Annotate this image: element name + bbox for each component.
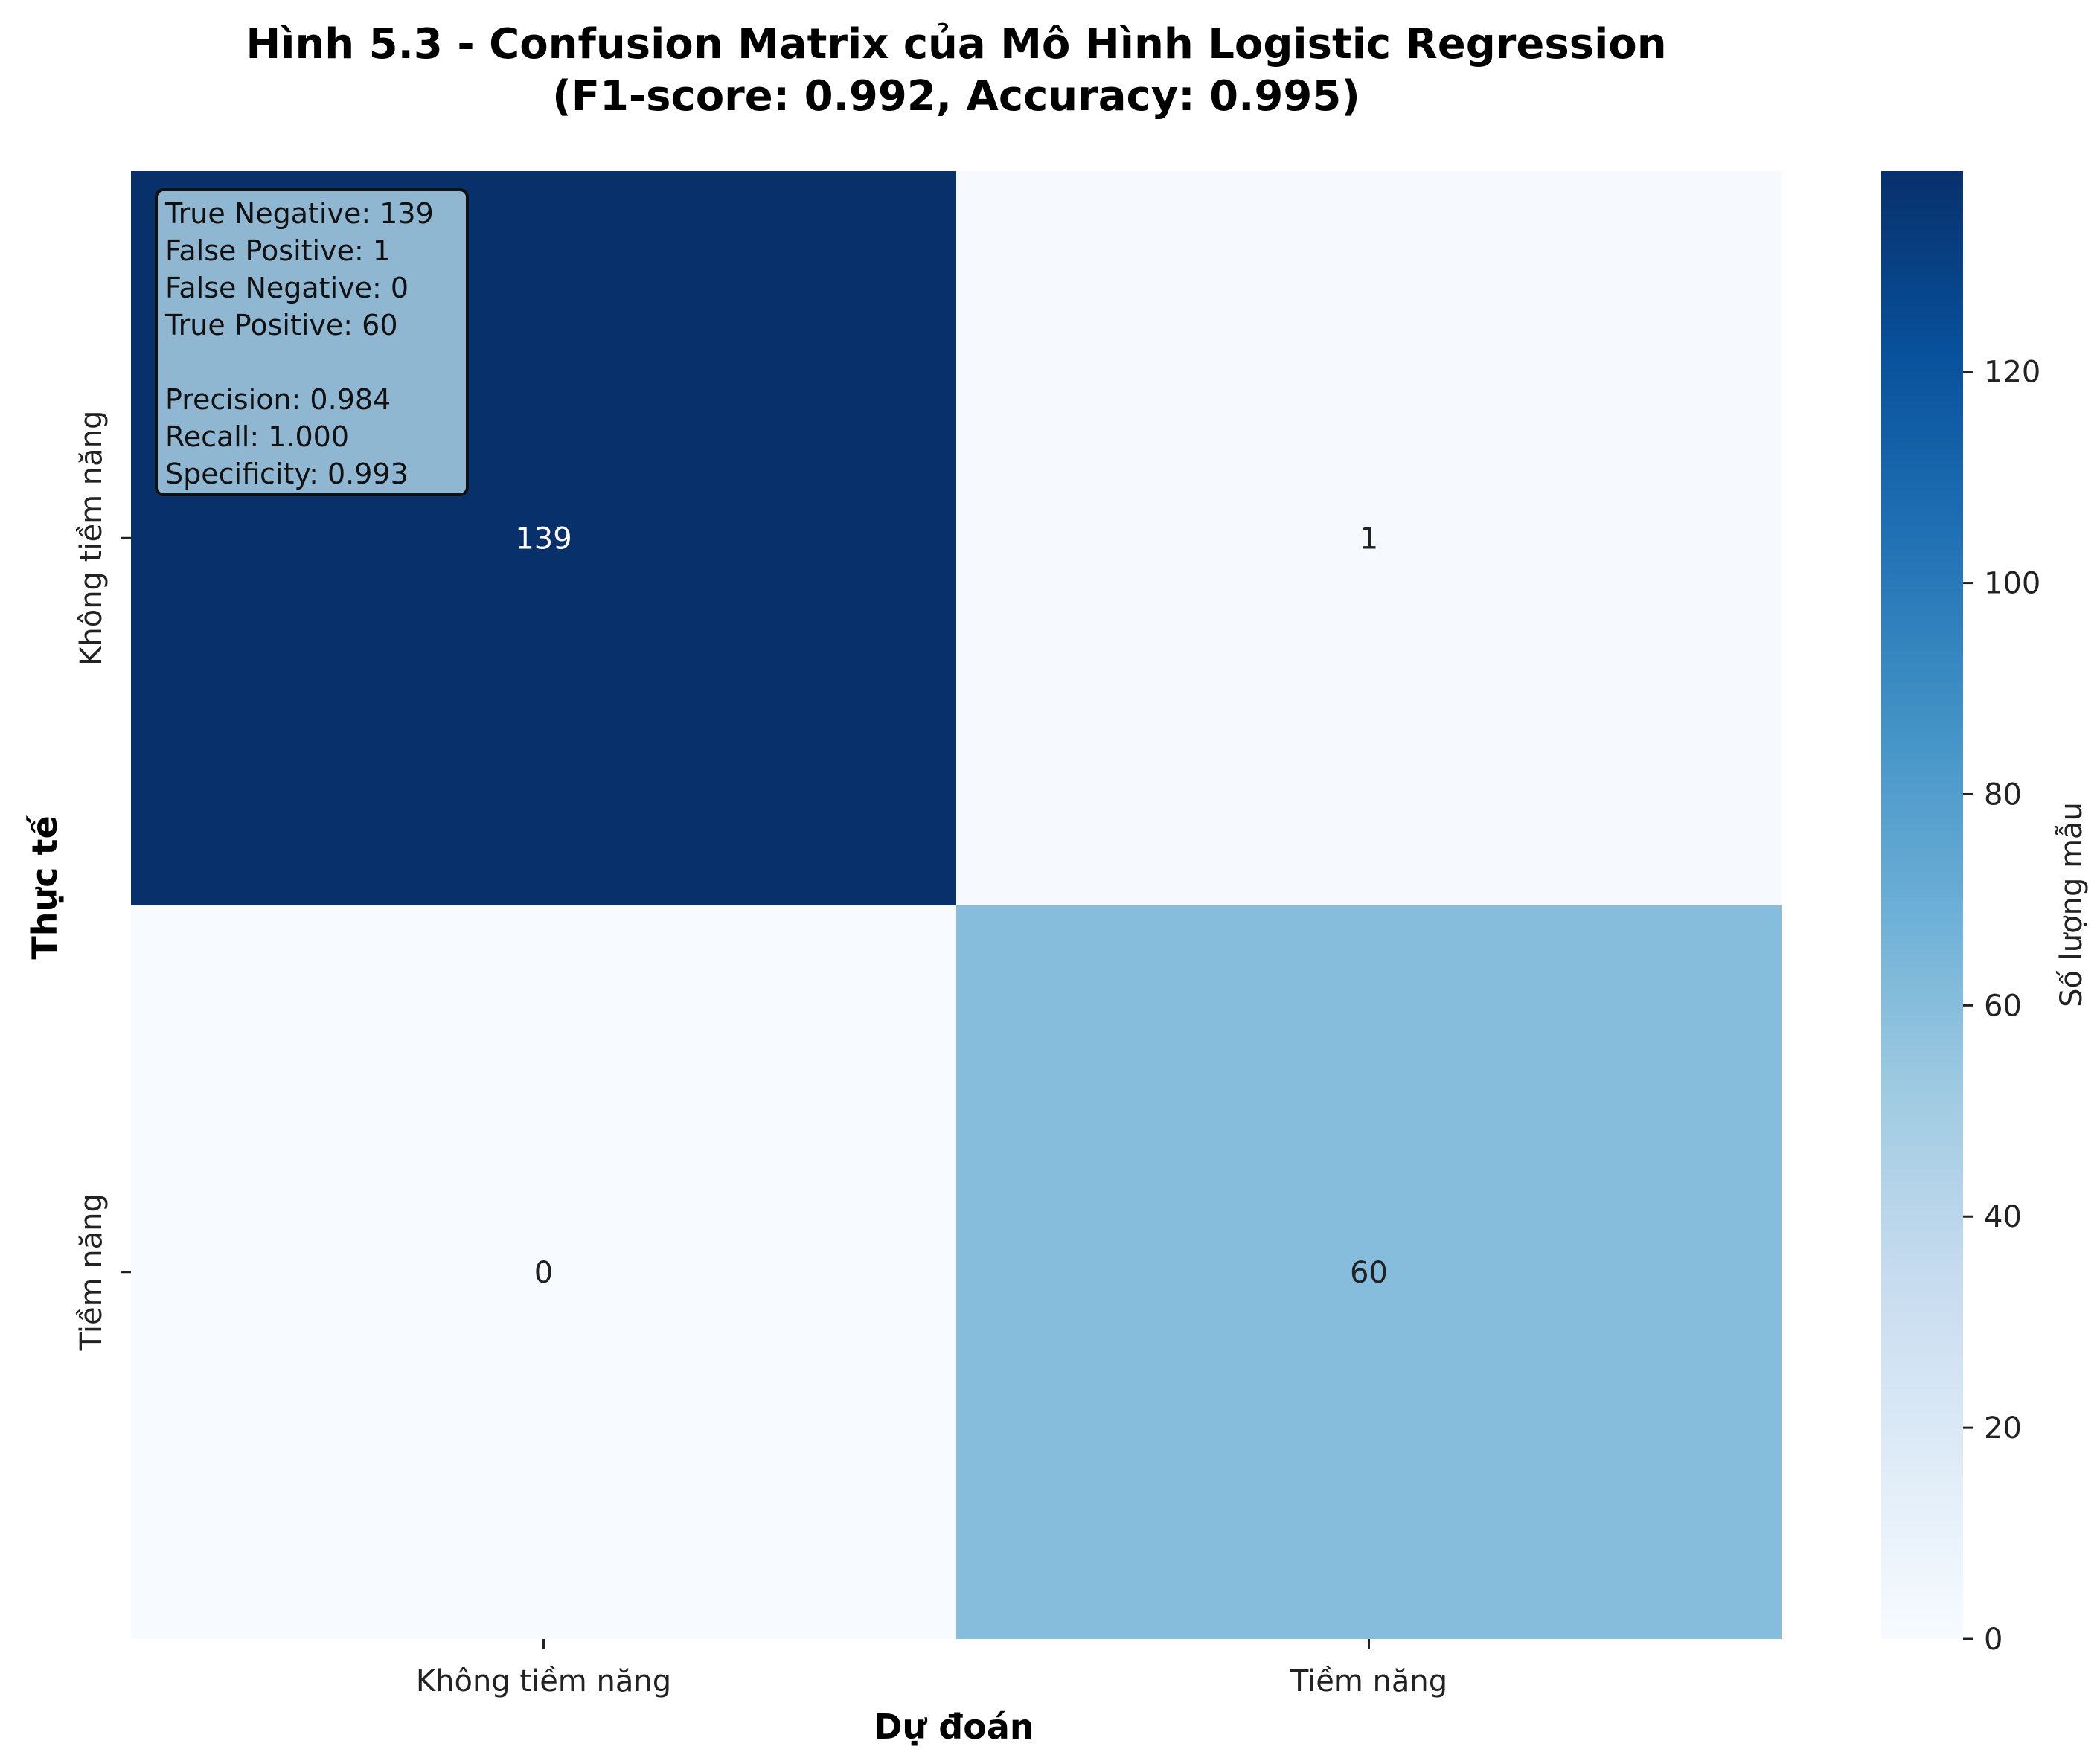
colorbar-tick-label: 40: [1984, 1200, 2022, 1234]
y-axis-ticks: Không tiềm năng Tiềm năng: [74, 411, 131, 1351]
colorbar-tick-label: 120: [1984, 356, 2040, 390]
heatmap-cell-1-1: [956, 905, 1782, 1639]
y-axis-label: Thực tế: [25, 815, 65, 960]
chart-title-line2: (F1-score: 0.992, Accuracy: 0.995): [552, 72, 1360, 121]
heatmap-cell-labels: 139 1 0 60: [515, 522, 1388, 1290]
colorbar-tick-label: 0: [1984, 1623, 2003, 1657]
heatmap-cell-0-1: [956, 171, 1782, 905]
stats-line: Recall: 1.000: [165, 420, 349, 453]
x-axis-label: Dự đoán: [874, 1707, 1034, 1747]
colorbar-label: Số lượng mẫu: [2055, 802, 2089, 1007]
stats-box-background: [155, 188, 469, 496]
x-axis-ticks: Không tiềm năng Tiềm năng: [416, 1639, 1447, 1699]
x-tick-label: Tiềm năng: [1290, 1664, 1447, 1699]
heatmap-cell-value-1-1: 60: [1350, 1256, 1388, 1290]
heatmap-cell-value-0-0: 139: [515, 522, 572, 556]
colorbar-tick-label: 100: [1984, 567, 2040, 601]
x-tick-label: Không tiềm năng: [416, 1664, 671, 1699]
stats-line: True Positive: 60: [164, 309, 398, 341]
heatmap-cell-value-1-0: 0: [534, 1256, 553, 1290]
y-tick-label: Không tiềm năng: [74, 411, 109, 666]
colorbar-ticks: 0 20 40 60 80 100 120: [1963, 356, 2040, 1657]
stats-box-lines: True Negative: 139 False Positive: 1 False…: [164, 197, 434, 490]
stats-box: True Negative: 139 False Positive: 1 False…: [155, 188, 469, 496]
y-tick-label: Tiềm năng: [74, 1193, 109, 1351]
heatmap-cell-1-0: [131, 905, 956, 1639]
colorbar: 0 20 40 60 80 100 120 Số lượng mẫu: [1881, 171, 2089, 1657]
colorbar-tick-label: 60: [1984, 989, 2022, 1023]
stats-line: Precision: 0.984: [165, 383, 391, 416]
stats-line: Specificity: 0.993: [165, 458, 409, 490]
heatmap-cells: [131, 171, 1782, 1639]
colorbar-tick-label: 20: [1984, 1411, 2022, 1446]
heatmap-cell-value-0-1: 1: [1360, 522, 1378, 556]
stats-line: False Positive: 1: [165, 234, 391, 267]
stats-line: False Negative: 0: [165, 272, 409, 304]
stats-line: True Negative: 139: [164, 197, 434, 230]
colorbar-gradient: [1881, 171, 1963, 1639]
chart-title-line1: Hình 5.3 - Confusion Matrix của Mô Hình …: [246, 20, 1666, 68]
colorbar-tick-label: 80: [1984, 777, 2022, 812]
